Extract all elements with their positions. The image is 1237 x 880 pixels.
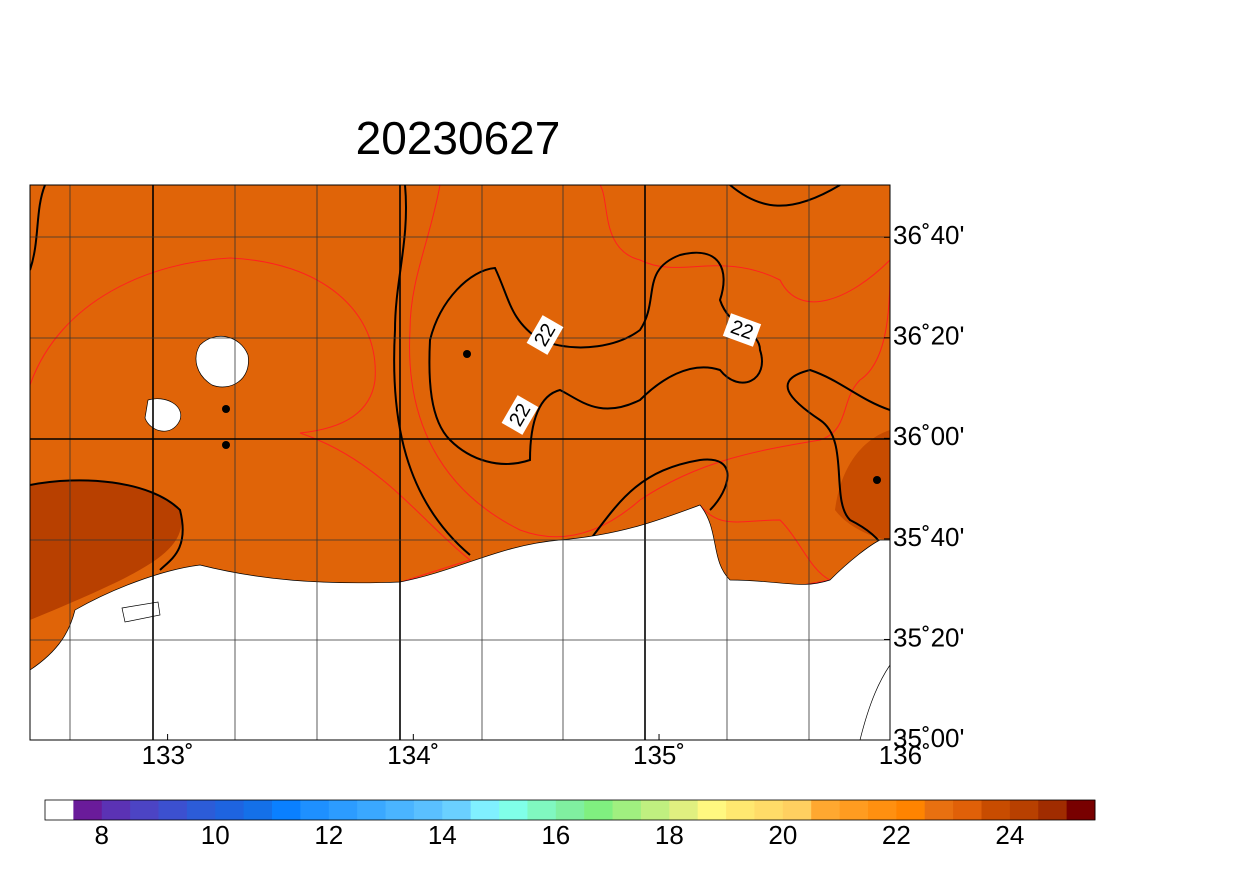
colorbar-swatch <box>158 800 188 820</box>
lat-tick-label: 35˚00' <box>893 723 964 753</box>
colorbar-swatch <box>527 800 557 820</box>
contour-label-box <box>501 395 539 435</box>
colorbar-swatch <box>243 800 273 820</box>
colorbar-swatch <box>300 800 330 820</box>
colorbar-swatch <box>953 800 982 820</box>
contour-label-box <box>722 313 762 347</box>
lon-tick-label: 133˚ <box>142 740 194 770</box>
colorbar-swatch <box>385 800 415 820</box>
colorbar-swatch <box>442 800 472 820</box>
colorbar-swatch <box>782 800 812 820</box>
colorbar-swatch <box>697 800 727 820</box>
lat-tick-label: 36˚40' <box>893 220 964 250</box>
colorbar-swatch <box>754 800 784 820</box>
colorbar-swatch <box>73 800 103 820</box>
colorbar-tick-label: 10 <box>201 820 230 850</box>
lat-tick-label: 35˚40' <box>893 522 964 552</box>
lon-tick-label: 134˚ <box>387 740 439 770</box>
colorbar-swatch <box>640 800 670 820</box>
colorbar-swatch <box>1066 800 1096 820</box>
colorbar-swatch <box>215 800 245 820</box>
colorbar-swatch <box>1009 800 1039 820</box>
sst-field <box>30 185 890 740</box>
colorbar-swatch <box>555 800 585 820</box>
colorbar-swatch <box>272 800 301 820</box>
colorbar-swatch <box>669 800 699 820</box>
colorbar-swatch <box>981 800 1011 820</box>
colorbar-tick-label: 12 <box>314 820 343 850</box>
colorbar-swatch <box>470 800 500 820</box>
colorbar-swatch <box>101 800 131 820</box>
colorbar-swatch <box>896 800 926 820</box>
colorbar-swatch <box>413 800 443 820</box>
colorbar-swatch <box>867 800 897 820</box>
colorbar-tick-label: 20 <box>768 820 797 850</box>
lat-tick-label: 35˚20' <box>893 622 964 652</box>
colorbar-tick-label: 18 <box>655 820 684 850</box>
colorbar-tick-label: 22 <box>882 820 911 850</box>
colorbar-swatch <box>328 800 358 820</box>
colorbar-swatch <box>612 800 642 820</box>
lat-tick-label: 36˚00' <box>893 421 964 451</box>
colorbar-swatch <box>584 800 614 820</box>
colorbar-swatch <box>1038 800 1068 820</box>
colorbar-swatch <box>130 800 160 820</box>
colorbar-swatch <box>499 800 528 820</box>
colorbar-swatch <box>186 800 216 820</box>
colorbar-swatch <box>726 800 755 820</box>
colorbar-tick-label: 14 <box>428 820 457 850</box>
colorbar-tick-label: 8 <box>95 820 109 850</box>
colorbar-swatch <box>811 800 841 820</box>
colorbar-tick-label: 16 <box>541 820 570 850</box>
lon-tick-label: 136˚ <box>879 740 931 770</box>
colorbar-swatch <box>357 800 387 820</box>
colorbar-swatch <box>839 800 869 820</box>
contour-label-box <box>526 315 564 355</box>
colorbar-tick-label: 24 <box>995 820 1024 850</box>
colorbar-frame <box>44 799 1096 821</box>
title: 20230627 <box>356 112 561 164</box>
lat-tick-label: 36˚20' <box>893 321 964 351</box>
lon-tick-label: 135˚ <box>633 740 685 770</box>
plot-frame <box>29 184 891 741</box>
colorbar-swatch <box>924 800 954 820</box>
colorbar-swatch <box>45 800 74 820</box>
